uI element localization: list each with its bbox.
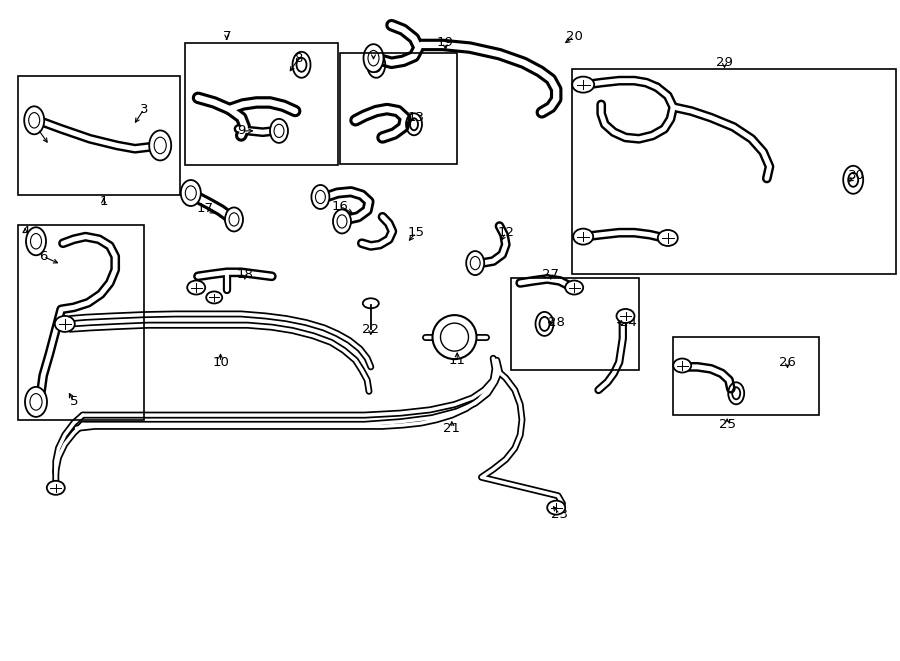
Ellipse shape	[55, 316, 75, 332]
Ellipse shape	[364, 44, 383, 72]
Bar	[511, 278, 639, 370]
Bar	[673, 337, 819, 415]
Ellipse shape	[187, 280, 205, 295]
Ellipse shape	[206, 292, 222, 303]
Ellipse shape	[311, 185, 329, 209]
Ellipse shape	[47, 481, 65, 495]
Text: 12: 12	[498, 226, 514, 239]
Text: 26: 26	[779, 356, 796, 369]
Text: 16: 16	[332, 200, 348, 213]
Ellipse shape	[573, 229, 593, 245]
Ellipse shape	[616, 309, 634, 323]
Text: 10: 10	[212, 356, 229, 369]
Text: 9: 9	[237, 124, 246, 137]
Ellipse shape	[24, 106, 44, 134]
Text: 25: 25	[719, 418, 735, 431]
Ellipse shape	[26, 227, 46, 255]
Text: 11: 11	[449, 354, 465, 367]
Text: 3: 3	[140, 102, 148, 116]
Circle shape	[433, 315, 476, 359]
Bar	[18, 76, 180, 195]
Ellipse shape	[658, 230, 678, 246]
Ellipse shape	[25, 387, 47, 417]
Text: 14: 14	[365, 48, 382, 61]
Text: 27: 27	[543, 268, 559, 281]
Ellipse shape	[270, 119, 288, 143]
Text: 23: 23	[552, 508, 568, 521]
Bar	[184, 43, 338, 165]
Text: 1: 1	[99, 195, 108, 208]
Text: 18: 18	[237, 268, 253, 281]
Text: 2: 2	[33, 122, 42, 136]
Text: 5: 5	[69, 395, 78, 408]
Ellipse shape	[673, 358, 691, 373]
Bar	[340, 53, 457, 164]
Text: 17: 17	[197, 202, 213, 215]
Ellipse shape	[333, 210, 351, 233]
Ellipse shape	[466, 251, 484, 275]
Text: 22: 22	[363, 323, 379, 336]
Ellipse shape	[149, 130, 171, 161]
Ellipse shape	[565, 280, 583, 295]
Text: 13: 13	[408, 111, 424, 124]
Ellipse shape	[181, 180, 201, 206]
Text: 20: 20	[566, 30, 582, 43]
Bar	[18, 225, 144, 420]
Text: 15: 15	[408, 226, 424, 239]
Bar	[572, 69, 896, 274]
Text: 7: 7	[222, 30, 231, 43]
Text: 28: 28	[548, 316, 564, 329]
Text: 4: 4	[21, 225, 30, 238]
Text: 30: 30	[849, 169, 865, 182]
Ellipse shape	[225, 208, 243, 231]
Text: 8: 8	[294, 52, 303, 65]
Ellipse shape	[547, 500, 565, 515]
Text: 19: 19	[437, 36, 454, 50]
Text: 29: 29	[716, 56, 733, 69]
Text: 6: 6	[39, 250, 48, 263]
Text: 21: 21	[444, 422, 460, 435]
Ellipse shape	[572, 77, 594, 93]
Text: 24: 24	[620, 316, 636, 329]
